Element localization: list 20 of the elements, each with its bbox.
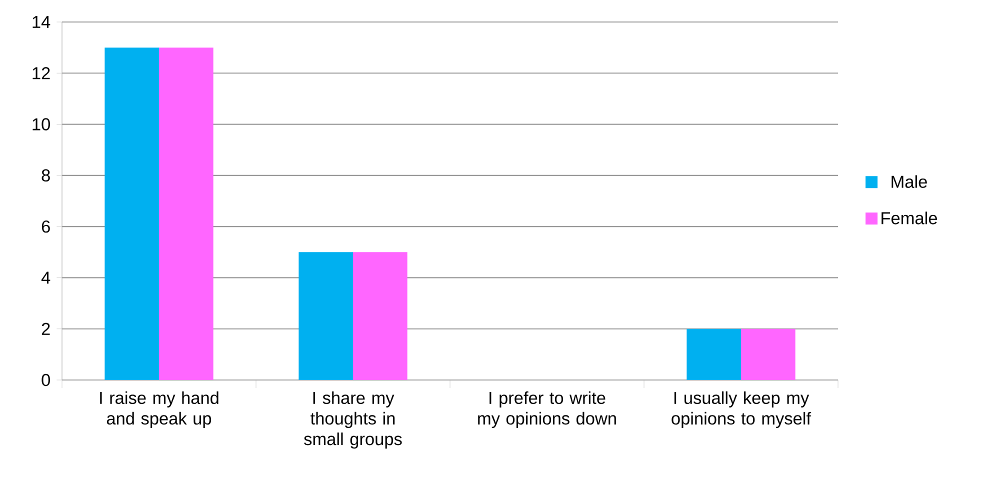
bar bbox=[298, 252, 354, 380]
bar bbox=[104, 48, 160, 380]
y-tick-label: 0 bbox=[42, 374, 50, 386]
bar bbox=[353, 252, 408, 380]
y-tick-label: 12 bbox=[32, 67, 50, 80]
y-tick-label: 6 bbox=[42, 220, 50, 233]
bar bbox=[686, 328, 742, 380]
x-tick-label: I raise my hand and speak up bbox=[100, 391, 218, 428]
legend-label: Male bbox=[892, 175, 927, 188]
y-tick-label: 4 bbox=[41, 272, 50, 284]
bar bbox=[159, 48, 214, 380]
x-tick-label: I prefer to write my opinions down bbox=[478, 391, 616, 428]
y-tick-label: 14 bbox=[32, 16, 50, 28]
legend-label: Female bbox=[882, 212, 938, 224]
x-tick-label: I share my thoughts in small groups bbox=[304, 391, 402, 449]
y-tick-label: 2 bbox=[42, 322, 50, 335]
y-tick-label: 8 bbox=[42, 169, 50, 182]
y-tick-label: 10 bbox=[32, 118, 50, 130]
x-tick-label: I usually keep my opinions to myself bbox=[672, 391, 812, 428]
bar bbox=[741, 328, 796, 380]
